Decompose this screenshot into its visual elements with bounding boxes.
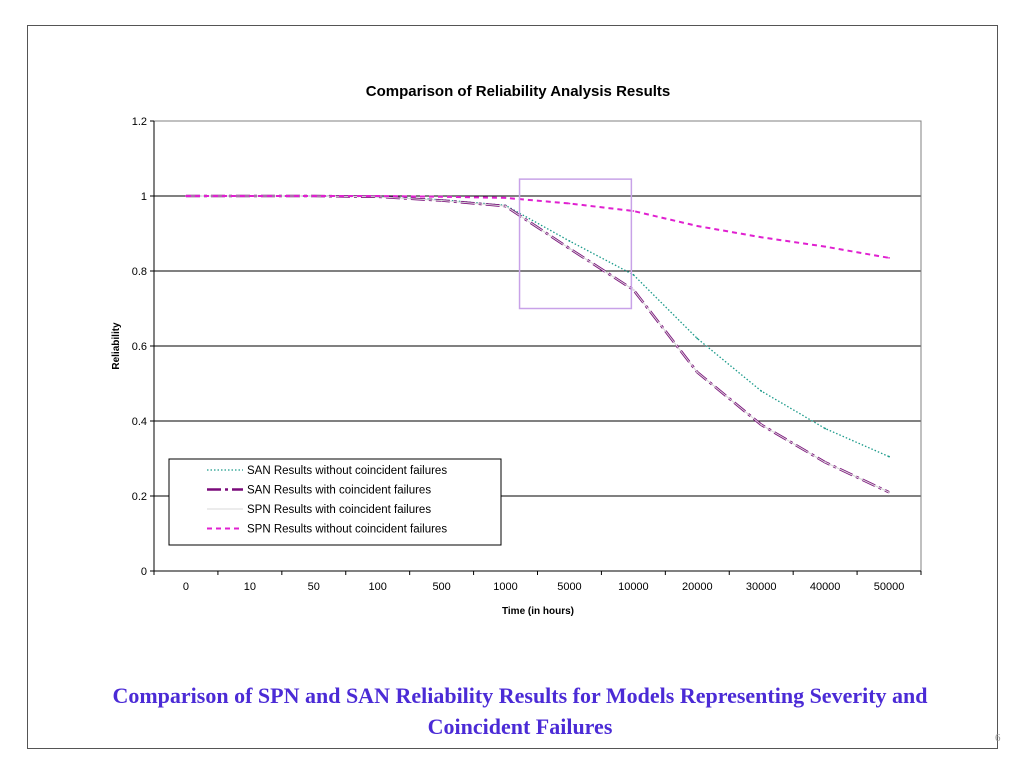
y-tick-label: 0.6 — [132, 341, 147, 353]
x-tick-label: 1000 — [493, 581, 517, 593]
x-tick-label: 500 — [432, 581, 450, 593]
x-tick-label: 0 — [183, 581, 189, 593]
series-4 — [185, 195, 890, 259]
data-point — [824, 427, 827, 430]
data-point — [568, 240, 571, 242]
data-point — [824, 461, 827, 464]
data-point — [376, 195, 379, 197]
data-point — [760, 236, 763, 239]
series-1 — [185, 195, 890, 458]
x-tick-label: 5000 — [557, 581, 581, 593]
x-tick-label: 50000 — [874, 581, 905, 593]
highlight-box — [518, 178, 633, 310]
y-tick-label: 0.2 — [132, 491, 147, 503]
data-point — [888, 256, 890, 259]
y-tick-label: 0.4 — [132, 416, 147, 428]
series-line — [185, 194, 890, 494]
x-tick-label: 10000 — [618, 581, 649, 593]
data-point — [568, 202, 571, 205]
x-tick-label: 50 — [308, 581, 320, 593]
y-tick-label: 1.2 — [132, 116, 147, 128]
slide-caption: Comparison of SPN and SAN Reliability Re… — [112, 683, 928, 739]
x-tick-label: 10 — [244, 581, 256, 593]
chart-title: Comparison of Reliability Analysis Resul… — [366, 83, 671, 100]
x-axis-label: Time (in hours) — [502, 606, 574, 617]
data-point — [696, 225, 699, 227]
legend-label: SAN Results with coincident failures — [247, 485, 431, 497]
legend-label: SAN Results without coincident failures — [247, 465, 447, 477]
data-point — [632, 210, 635, 212]
series-line — [185, 195, 890, 493]
series-line — [185, 195, 890, 458]
data-point — [248, 195, 251, 197]
legend-label: SPN Results with coincident failures — [247, 504, 431, 516]
data-point — [185, 195, 187, 197]
highlight-layer — [518, 178, 633, 310]
data-point — [632, 273, 635, 276]
x-tick-label: 40000 — [810, 581, 841, 593]
data-point — [504, 196, 507, 199]
axes: 0 0.2 0.4 0.6 0.8 1 1.2 0 10 50 100 500 1000 5000 1000… — [132, 116, 922, 593]
x-tick-label: 20000 — [682, 581, 713, 593]
data-point — [440, 195, 443, 198]
data-point — [696, 371, 699, 374]
data-point — [504, 205, 507, 208]
data-point — [312, 195, 315, 197]
y-axis-label: Reliability — [111, 322, 122, 370]
slide-number: 6 — [995, 732, 1001, 744]
legend: SAN Results without coincident failures S… — [168, 458, 502, 546]
series-2 — [185, 194, 890, 494]
slide-frame: Comparison of Reliability Analysis Resul… — [27, 25, 998, 749]
legend-box — [168, 458, 502, 546]
y-tick-label: 0 — [141, 566, 147, 578]
data-point — [888, 455, 890, 458]
data-point — [888, 491, 890, 494]
data-point — [632, 288, 635, 291]
x-tick-label: 30000 — [746, 581, 777, 593]
y-tick-label: 1 — [141, 191, 147, 203]
series-line — [185, 195, 890, 259]
series-3 — [185, 195, 890, 494]
data-point — [824, 245, 827, 248]
y-tick-label: 0.8 — [132, 266, 147, 278]
data-point — [440, 199, 443, 202]
data-point — [568, 247, 571, 250]
reliability-chart: Comparison of Reliability Analysis Resul… — [111, 83, 922, 617]
legend-label: SPN Results without coincident failures — [247, 524, 447, 536]
data-point — [760, 423, 763, 426]
data-series — [185, 194, 890, 494]
data-point — [696, 337, 699, 340]
x-tick-label: 100 — [369, 581, 387, 593]
data-point — [760, 390, 763, 392]
